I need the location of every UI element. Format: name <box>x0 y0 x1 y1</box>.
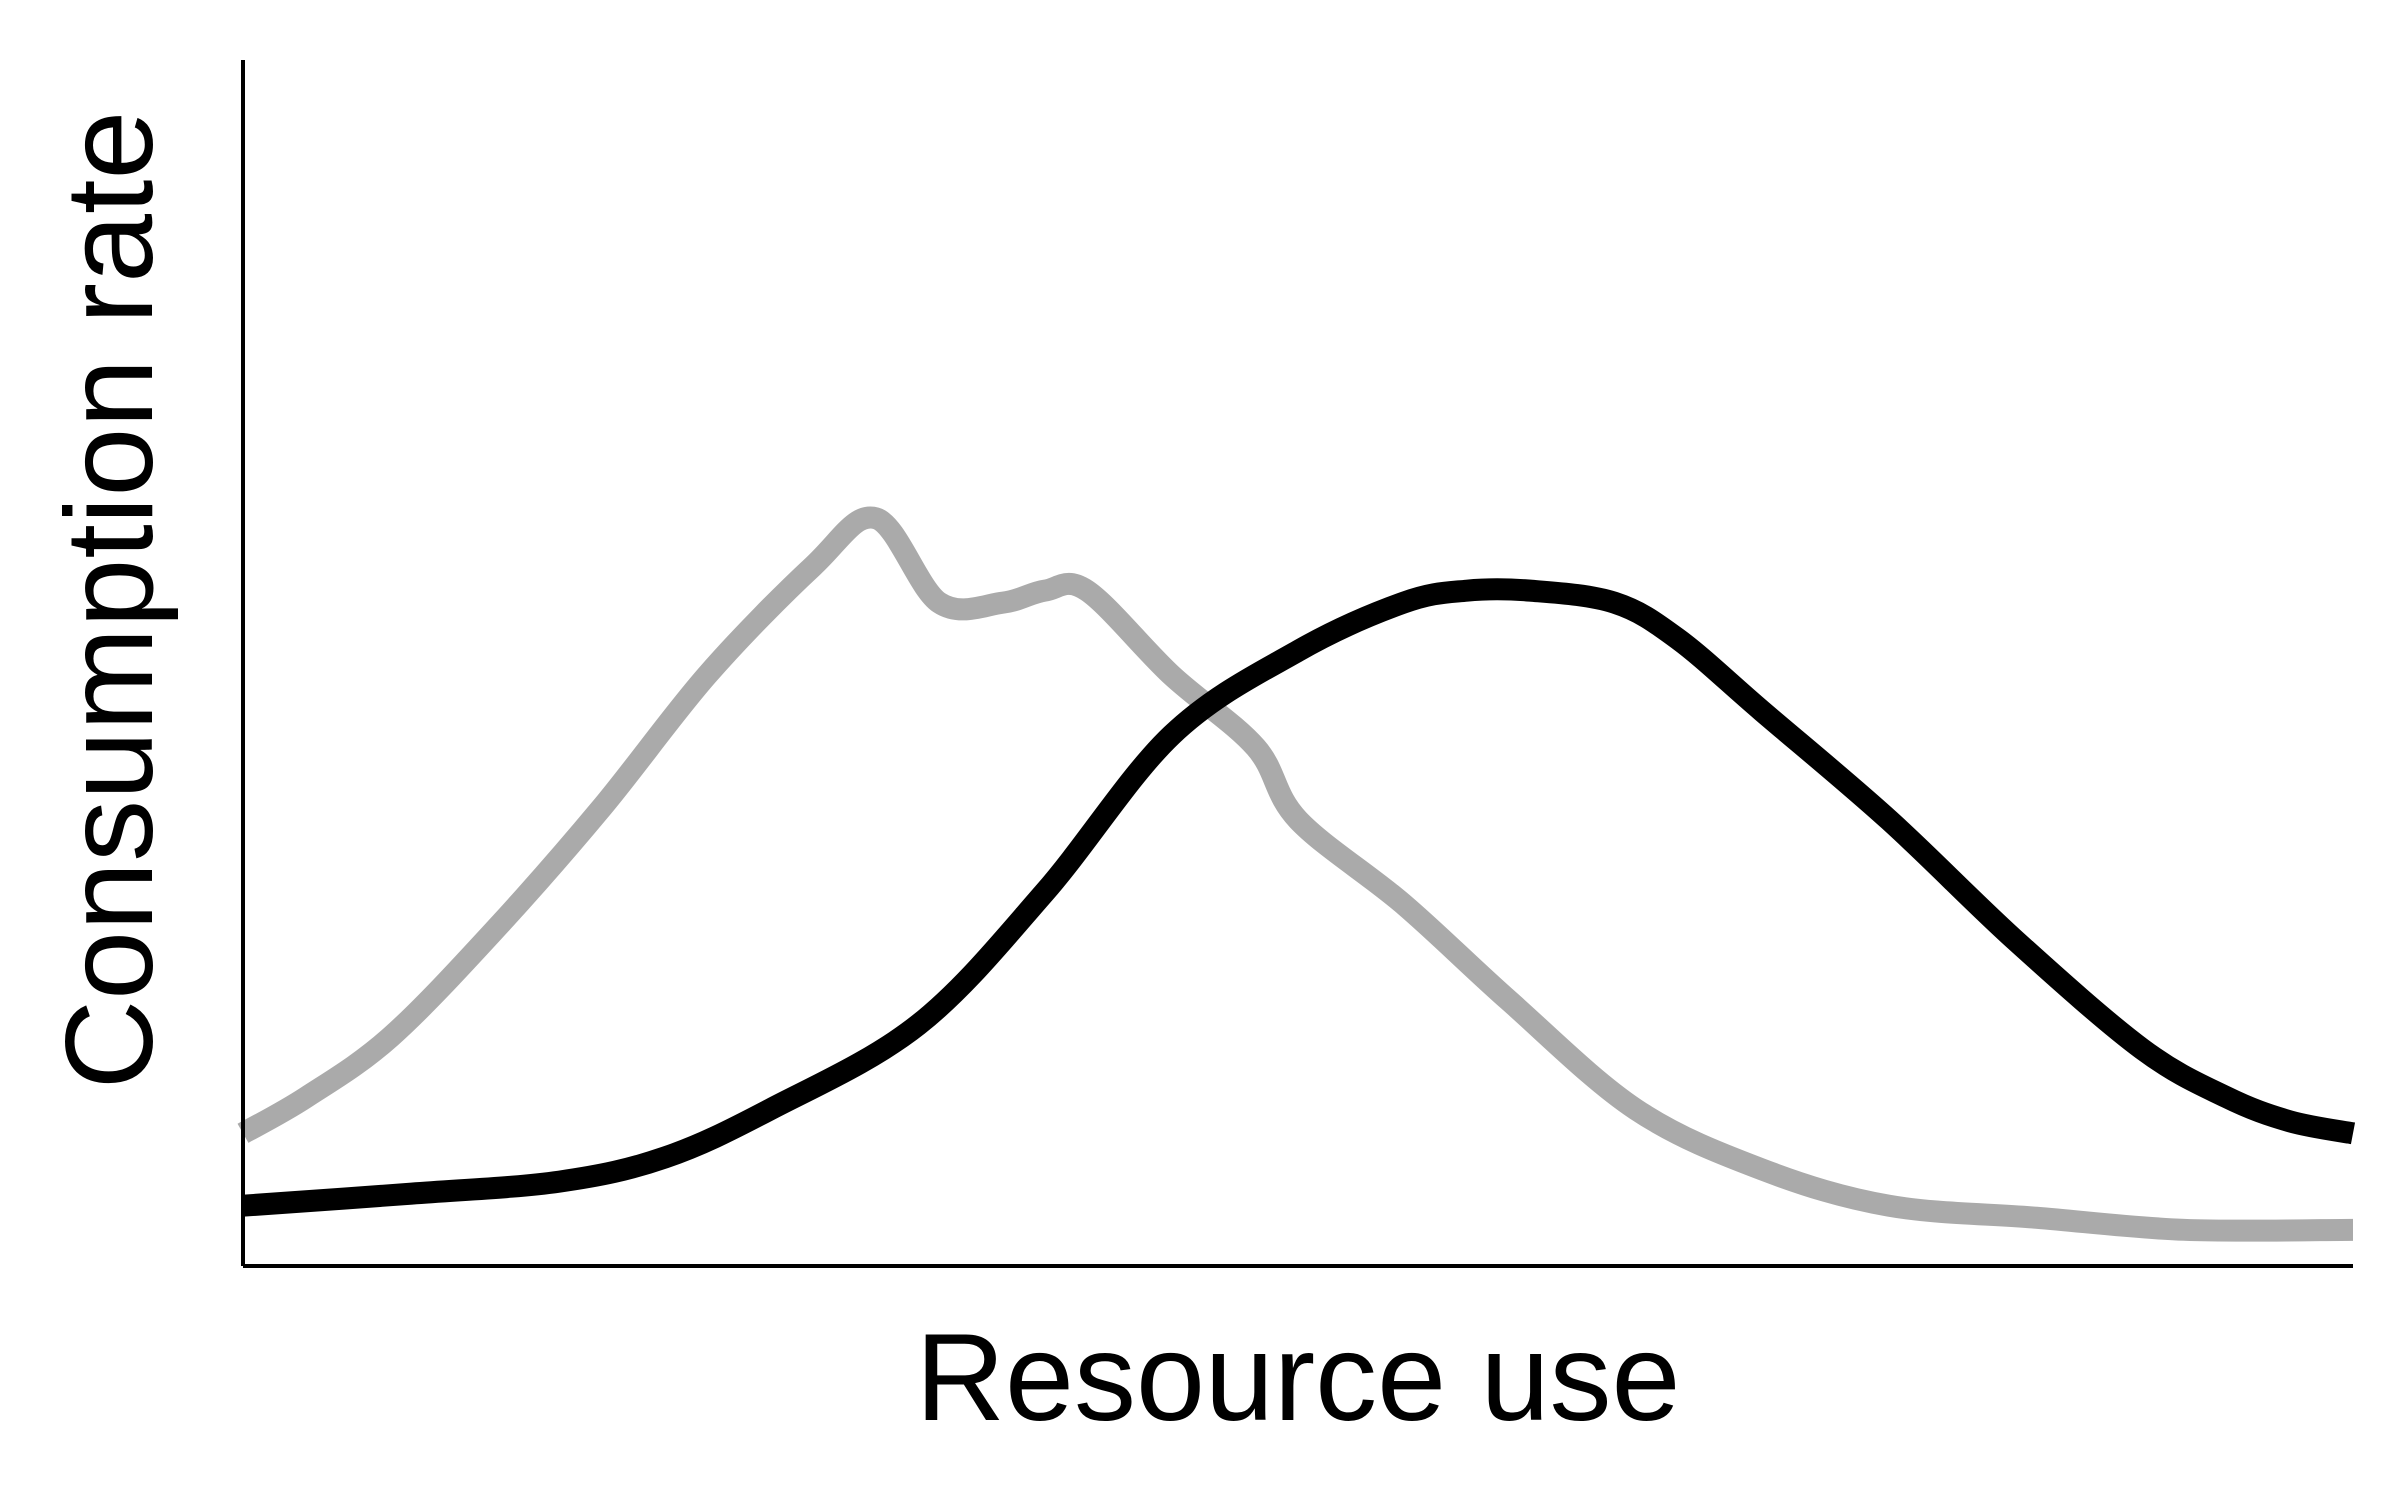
y-axis-label: Consumption rate <box>41 111 179 1090</box>
plot-area <box>237 506 2356 1242</box>
series-line-1 <box>237 506 2354 1242</box>
series-line-2 <box>242 578 2356 1217</box>
x-axis-label: Resource use <box>915 1309 1680 1447</box>
